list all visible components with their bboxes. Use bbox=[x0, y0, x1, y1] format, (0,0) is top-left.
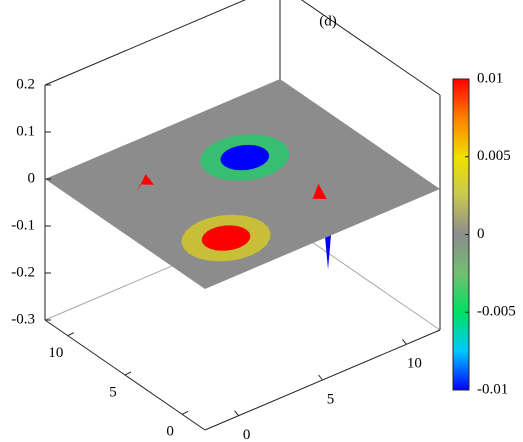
box-edge bbox=[300, 0, 441, 96]
x-tick bbox=[318, 374, 323, 381]
z-tick-label: -0.3 bbox=[11, 311, 35, 327]
x-tick bbox=[234, 410, 239, 417]
spike bbox=[310, 183, 327, 207]
colorbar-tick-label: 0 bbox=[477, 226, 485, 242]
z-tick-label: -0.1 bbox=[11, 217, 35, 233]
x-tick-label: 5 bbox=[327, 391, 335, 407]
surface bbox=[45, 79, 440, 289]
colorbar-tick-label: -0.005 bbox=[477, 304, 516, 320]
y-tick bbox=[67, 332, 75, 337]
z-tick-label: 0.2 bbox=[16, 76, 35, 92]
colorbar-tick-label: 0.01 bbox=[477, 70, 503, 86]
y-tick-label: 10 bbox=[48, 345, 63, 361]
colorbar-tick-label: 0.005 bbox=[477, 148, 511, 164]
y-tick bbox=[124, 371, 132, 376]
blob bbox=[220, 144, 270, 171]
y-tick-label: 0 bbox=[166, 424, 174, 440]
x-tick bbox=[402, 338, 407, 345]
chart-title: (d) bbox=[319, 13, 337, 29]
spike bbox=[137, 174, 154, 192]
box-edge bbox=[44, 0, 247, 86]
z-tick-label: -0.2 bbox=[11, 264, 35, 280]
y-tick-label: 5 bbox=[109, 384, 117, 400]
z-tick-label: 0.1 bbox=[16, 123, 35, 139]
z-tick-label: 0 bbox=[28, 170, 36, 186]
blob bbox=[201, 225, 251, 251]
y-tick bbox=[181, 410, 189, 415]
x-tick-label: 10 bbox=[407, 356, 422, 372]
x-tick-label: 0 bbox=[243, 427, 251, 442]
colorbar-tick-label: -0.01 bbox=[477, 381, 508, 397]
